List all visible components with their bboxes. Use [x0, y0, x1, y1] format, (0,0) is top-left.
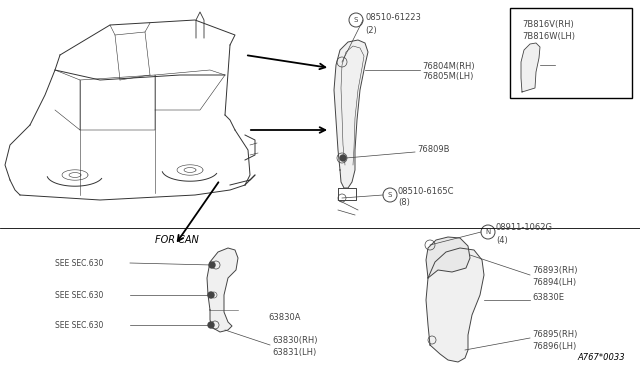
Text: 08510-61223: 08510-61223	[365, 13, 421, 22]
Text: N: N	[485, 229, 491, 235]
Text: 63830(RH): 63830(RH)	[272, 337, 317, 346]
Text: 7B816V(RH): 7B816V(RH)	[522, 19, 573, 29]
Polygon shape	[426, 248, 484, 362]
Text: 7B816W(LH): 7B816W(LH)	[522, 32, 575, 41]
Bar	[510, 8, 632, 98]
Text: SEE SEC.630: SEE SEC.630	[55, 259, 104, 267]
Text: 76893(RH): 76893(RH)	[532, 266, 577, 276]
Text: 63830E: 63830E	[532, 294, 564, 302]
Polygon shape	[334, 40, 368, 188]
Text: 63830A: 63830A	[268, 314, 301, 323]
Text: S: S	[354, 17, 358, 23]
Polygon shape	[521, 43, 540, 92]
Text: SEE SEC.630: SEE SEC.630	[55, 291, 104, 299]
Text: (2): (2)	[365, 26, 377, 35]
Text: A767*0033: A767*0033	[577, 353, 625, 362]
Text: 08911-1062G: 08911-1062G	[496, 224, 553, 232]
Text: 76805M(LH): 76805M(LH)	[422, 71, 474, 80]
Circle shape	[209, 262, 215, 268]
Polygon shape	[426, 237, 470, 278]
Text: S: S	[388, 192, 392, 198]
Circle shape	[208, 322, 214, 328]
Polygon shape	[207, 248, 238, 332]
Circle shape	[208, 292, 214, 298]
Text: 76894(LH): 76894(LH)	[532, 279, 576, 288]
Text: 76896(LH): 76896(LH)	[532, 341, 576, 350]
Text: FOR CAN: FOR CAN	[155, 235, 199, 245]
Text: (8): (8)	[398, 199, 410, 208]
Text: 76809B: 76809B	[417, 145, 449, 154]
Text: SEE SEC.630: SEE SEC.630	[55, 321, 104, 330]
Circle shape	[340, 155, 346, 161]
Text: 76804M(RH): 76804M(RH)	[422, 61, 475, 71]
Text: 76895(RH): 76895(RH)	[532, 330, 577, 339]
Text: (4): (4)	[496, 235, 508, 244]
Text: 08510-6165C: 08510-6165C	[398, 186, 454, 196]
Text: 63831(LH): 63831(LH)	[272, 349, 316, 357]
